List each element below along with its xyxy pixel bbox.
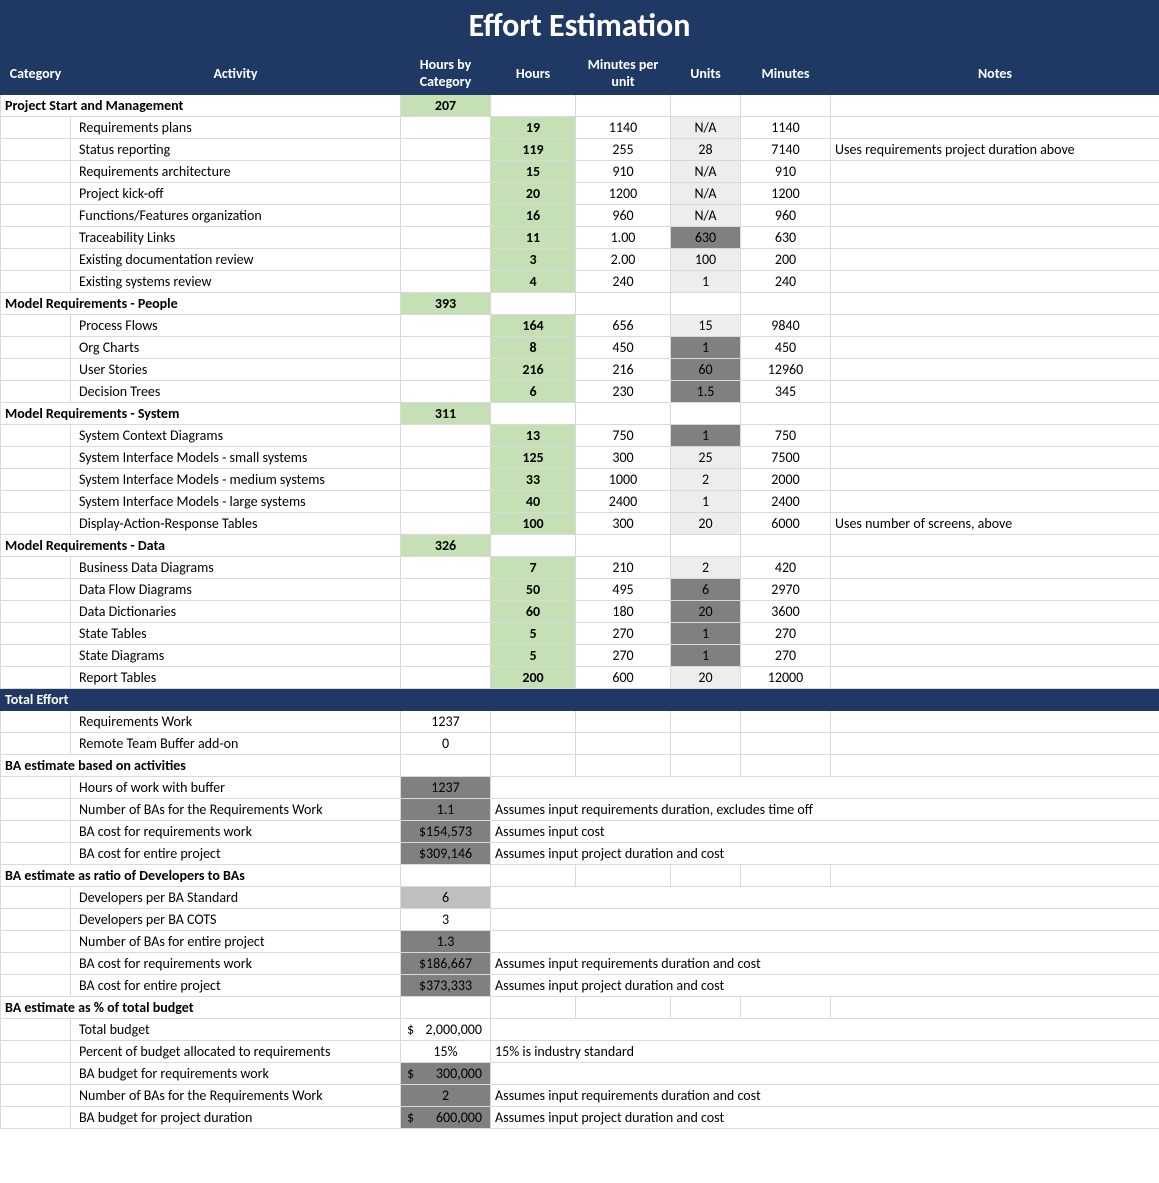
table-row: System Context Diagrams137501750 [1, 425, 1159, 447]
table-row: System Interface Models - large systems4… [1, 491, 1159, 513]
table-row: BA budget for project duration600,000Ass… [1, 1107, 1159, 1129]
table-row: Data Flow Diagrams5049562970 [1, 579, 1159, 601]
hdr-mpu: Minutes per unit [576, 52, 671, 95]
table-row: Developers per BA Standard6 [1, 887, 1159, 909]
total-effort-row: Total Effort [1, 689, 1159, 711]
table-row: Percent of budget allocated to requireme… [1, 1041, 1159, 1063]
table-row: Report Tables2006002012000 [1, 667, 1159, 689]
table-row: State Diagrams52701270 [1, 645, 1159, 667]
table-row: Functions/Features organization16960N/A9… [1, 205, 1159, 227]
table-row: BA budget for requirements work300,000 [1, 1063, 1159, 1085]
hdr-hbc: Hours by Category [401, 52, 491, 95]
section-header: Model Requirements - System311 [1, 403, 1159, 425]
subsection-header: BA estimate as ratio of Developers to BA… [1, 865, 1159, 887]
table-row: Data Dictionaries60180203600 [1, 601, 1159, 623]
table-row: Requirements Work1237 [1, 711, 1159, 733]
table-row: State Tables52701270 [1, 623, 1159, 645]
table-row: System Interface Models - small systems1… [1, 447, 1159, 469]
subsection-header: BA estimate as % of total budget [1, 997, 1159, 1019]
table-row: Existing systems review42401240 [1, 271, 1159, 293]
subsection-header: BA estimate based on activities [1, 755, 1159, 777]
table-row: Hours of work with buffer1237 [1, 777, 1159, 799]
table-row: Existing documentation review32.00100200 [1, 249, 1159, 271]
table-row: Developers per BA COTS3 [1, 909, 1159, 931]
table-row: Requirements plans191140N/A1140 [1, 117, 1159, 139]
table-row: Status reporting119255287140Uses require… [1, 139, 1159, 161]
section-header: Model Requirements - People393 [1, 293, 1159, 315]
table-row: Traceability Links111.00630630 [1, 227, 1159, 249]
hdr-hours: Hours [491, 52, 576, 95]
table-row: System Interface Models - medium systems… [1, 469, 1159, 491]
table-row: Business Data Diagrams72102420 [1, 557, 1159, 579]
hdr-notes: Notes [831, 52, 1159, 95]
table-row: Number of BAs for entire project1.3 [1, 931, 1159, 953]
table-row: Total budget2,000,000 [1, 1019, 1159, 1041]
effort-table: Category Activity Hours by Category Hour… [0, 51, 1159, 1129]
table-row: BA cost for entire project$373,333Assume… [1, 975, 1159, 997]
hdr-category: Category [1, 52, 71, 95]
section-header: Model Requirements - Data326 [1, 535, 1159, 557]
page-title: Effort Estimation [0, 0, 1159, 51]
table-row: Display-Action-Response Tables1003002060… [1, 513, 1159, 535]
table-body: Project Start and Management207Requireme… [1, 95, 1159, 1129]
section-header: Project Start and Management207 [1, 95, 1159, 117]
header-row: Category Activity Hours by Category Hour… [1, 52, 1159, 95]
table-row: Process Flows164656159840 [1, 315, 1159, 337]
table-row: Requirements architecture15910N/A910 [1, 161, 1159, 183]
table-row: Decision Trees62301.5345 [1, 381, 1159, 403]
hdr-activity: Activity [71, 52, 401, 95]
hdr-minutes: Minutes [741, 52, 831, 95]
table-row: BA cost for requirements work$154,573Ass… [1, 821, 1159, 843]
table-row: BA cost for entire project$309,146Assume… [1, 843, 1159, 865]
hdr-units: Units [671, 52, 741, 95]
table-row: Number of BAs for the Requirements Work2… [1, 1085, 1159, 1107]
table-row: Project kick-off201200N/A1200 [1, 183, 1159, 205]
table-row: BA cost for requirements work$186,667Ass… [1, 953, 1159, 975]
table-row: Remote Team Buffer add-on0 [1, 733, 1159, 755]
table-row: User Stories2162166012960 [1, 359, 1159, 381]
table-row: Number of BAs for the Requirements Work1… [1, 799, 1159, 821]
table-row: Org Charts84501450 [1, 337, 1159, 359]
